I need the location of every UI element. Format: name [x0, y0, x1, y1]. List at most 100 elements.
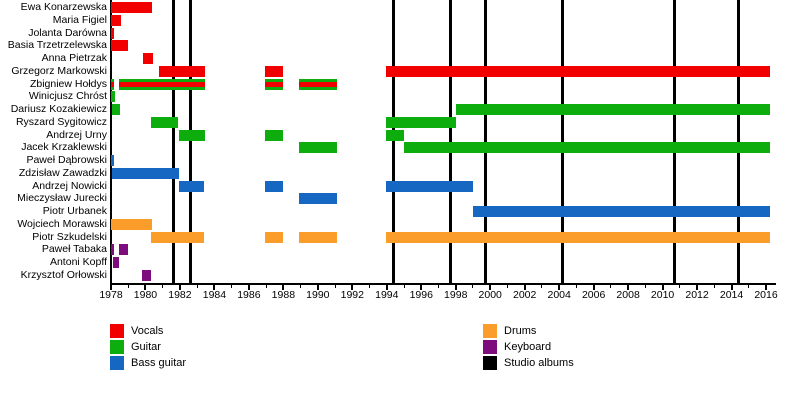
studio-album-line: [673, 0, 677, 283]
x-axis-tick-label: 2004: [547, 289, 571, 301]
x-axis-tick-label: 2014: [719, 289, 744, 301]
member-period-bar: [385, 116, 456, 128]
x-axis-major-tick: [110, 285, 112, 290]
x-axis-major-tick: [627, 285, 630, 290]
studio-album-line: [188, 0, 192, 283]
member-period-bar: [111, 155, 115, 166]
member-label: Grzegorz Markowski: [11, 64, 107, 77]
x-axis-tick-label: 2008: [616, 289, 640, 301]
x-axis-major-tick: [282, 285, 285, 290]
legend-label: Keyboard: [504, 341, 552, 353]
x-axis-tick-label: 1992: [340, 289, 364, 301]
member-period-bar: [111, 104, 120, 115]
member-period-bar: [142, 269, 152, 281]
member-label: Zbigniew Hołdys: [29, 77, 107, 90]
x-axis-tick-label: 1994: [375, 289, 399, 301]
x-axis-major-tick: [558, 285, 561, 290]
studio-album-line: [483, 0, 487, 283]
legend-label: Drums: [504, 325, 537, 337]
studio-album-line: [171, 0, 175, 283]
member-period-bar: [111, 14, 122, 26]
x-axis-tick-label: 2010: [650, 289, 675, 301]
x-axis-major-tick: [523, 285, 526, 290]
member-period-bar: [298, 78, 337, 90]
x-axis-major-tick: [661, 285, 664, 290]
x-axis-line: [110, 283, 776, 285]
x-axis-major-tick: [316, 285, 319, 290]
y-axis-line: [110, 0, 112, 283]
legend-swatch-guitar: [110, 340, 124, 354]
member-period-bar: [150, 231, 205, 243]
x-axis-major-tick: [592, 285, 595, 290]
studio-album-line: [561, 0, 565, 283]
studio-album-line: [392, 0, 396, 283]
member-label: Zdzisław Zawadzki: [18, 166, 107, 179]
member-period-bar: [472, 206, 771, 217]
x-axis-major-tick: [730, 285, 733, 290]
x-axis-major-tick: [351, 285, 354, 290]
x-axis-tick-label: 2006: [581, 289, 606, 301]
x-axis-tick-label: 1996: [409, 289, 433, 301]
x-axis-minor-tick: [334, 285, 336, 288]
member-period-bar: [142, 53, 154, 64]
member-period-bar: [112, 257, 119, 268]
legend-swatch-bass-guitar: [110, 356, 124, 370]
x-axis-tick-label: 1998: [444, 289, 468, 301]
member-period-bar: [179, 129, 205, 141]
member-label: Jacek Krzaklewski: [21, 141, 107, 154]
x-axis-major-tick: [385, 285, 388, 290]
x-axis-major-tick: [420, 285, 423, 290]
x-axis-tick-label: 1990: [306, 289, 330, 301]
member-period-bar: [265, 180, 284, 192]
member-label: Antoni Kopff: [49, 256, 107, 269]
member-period-bar: [159, 65, 205, 77]
member-period-bar: [455, 104, 771, 115]
legend-label: Bass guitar: [131, 357, 187, 369]
x-axis-tick-label: 1984: [202, 289, 227, 301]
member-period-bar: [298, 142, 337, 154]
x-axis-minor-tick: [541, 285, 543, 288]
x-axis-tick-label: 1986: [237, 289, 261, 301]
legend-label: Vocals: [131, 325, 164, 337]
x-axis-minor-tick: [644, 285, 646, 288]
member-period-bar: [118, 244, 129, 256]
member-period-bar: [150, 116, 179, 128]
x-axis-minor-tick: [748, 285, 750, 288]
x-axis-tick-label: 1978: [99, 289, 123, 301]
x-axis-minor-tick: [403, 285, 405, 288]
member-period-bar: [179, 180, 205, 192]
member-period-bar: [111, 218, 153, 230]
member-label: Piotr Szkudelski: [32, 230, 107, 243]
member-period-bar: [404, 142, 771, 154]
member-period-bar: [111, 2, 153, 13]
x-axis-minor-tick: [162, 285, 164, 288]
member-label: Ryszard Sygitowicz: [15, 115, 107, 128]
x-axis-tick-label: 2000: [478, 289, 502, 301]
x-axis-tick-label: 2016: [754, 289, 778, 301]
x-axis-major-tick: [765, 285, 767, 290]
x-axis-tick-label: 2012: [685, 289, 709, 301]
member-period-bar: [111, 40, 129, 52]
x-axis-minor-tick: [575, 285, 577, 288]
member-period-bar: [265, 65, 284, 77]
member-label: Krzysztof Orłowski: [20, 268, 107, 281]
member-label: Paweł Tabaka: [41, 243, 107, 256]
member-label: Mieczysław Jurecki: [17, 192, 107, 205]
member-period-bar: [111, 167, 180, 179]
x-axis-tick-label: 1982: [168, 289, 192, 301]
x-axis-minor-tick: [506, 285, 508, 288]
member-period-bar: [111, 244, 114, 256]
x-axis-major-tick: [454, 285, 457, 290]
member-label: Jolanta Darówna: [28, 26, 107, 39]
x-axis-minor-tick: [300, 285, 302, 288]
legend-swatch-studio-albums: [483, 356, 497, 370]
studio-album-line: [449, 0, 453, 283]
x-axis-tick-label: 2002: [513, 289, 537, 301]
x-axis-minor-tick: [127, 285, 129, 288]
legend-swatch-drums: [483, 324, 497, 338]
member-label: Paweł Dąbrowski: [26, 154, 107, 167]
studio-album-line: [736, 0, 740, 283]
member-label: Piotr Urbanek: [42, 205, 107, 218]
member-label: Dariusz Kozakiewicz: [10, 103, 107, 116]
